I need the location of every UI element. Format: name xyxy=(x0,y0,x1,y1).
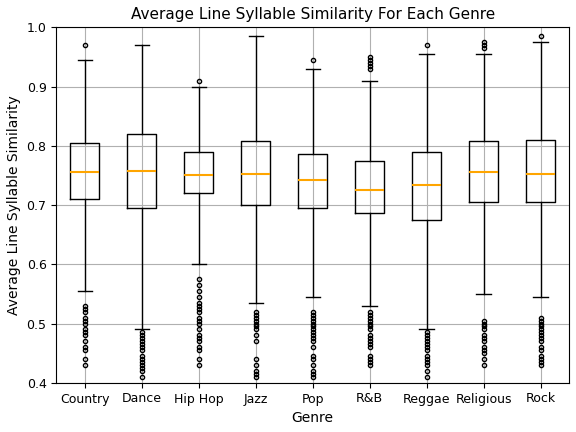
X-axis label: Genre: Genre xyxy=(291,411,334,425)
Y-axis label: Average Line Syllable Similarity: Average Line Syllable Similarity xyxy=(7,95,21,315)
Title: Average Line Syllable Similarity For Each Genre: Average Line Syllable Similarity For Eac… xyxy=(131,7,495,22)
